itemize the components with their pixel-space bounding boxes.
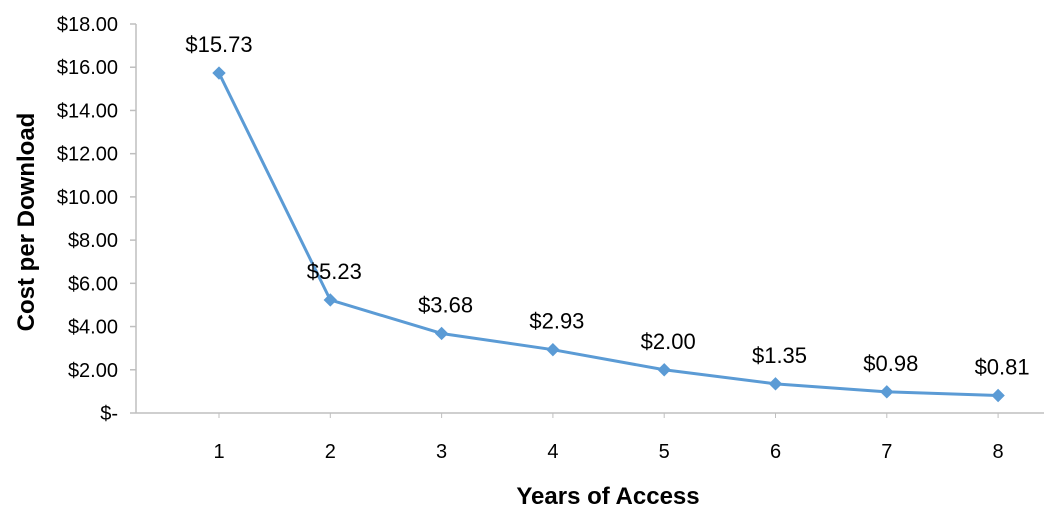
x-axis-title: Years of Access xyxy=(516,483,699,510)
data-label: $5.23 xyxy=(307,259,362,284)
data-point-marker xyxy=(657,363,671,377)
y-tick-label: $12.00 xyxy=(57,144,118,166)
x-tick-label: 1 xyxy=(213,441,224,463)
data-point-marker xyxy=(768,377,783,391)
axes xyxy=(135,24,1044,414)
x-tick-label: 6 xyxy=(770,441,781,463)
data-point-marker xyxy=(546,342,560,357)
y-axis-title: Cost per Download xyxy=(13,113,40,332)
data-point-marker xyxy=(880,385,894,399)
y-tick-label: $14.00 xyxy=(57,100,118,122)
x-tick-label: 4 xyxy=(547,441,558,463)
data-label: $2.00 xyxy=(641,329,696,354)
series-group xyxy=(212,66,1005,403)
x-tick-label: 3 xyxy=(436,441,447,463)
data-label: $0.81 xyxy=(975,354,1030,379)
y-tick-label: $18.00 xyxy=(57,14,118,36)
x-tick-label: 5 xyxy=(659,441,670,463)
data-label: $0.98 xyxy=(863,351,918,376)
x-tick-label: 2 xyxy=(325,441,336,463)
series-line xyxy=(217,71,1000,397)
y-tick-label: $10.00 xyxy=(57,187,118,209)
data-point-marker xyxy=(991,388,1005,403)
data-label: $15.73 xyxy=(185,32,252,57)
data-labels: $15.73 $5.23 $3.68 $2.93 $2.00 $1.35 $0.98 $0.8… xyxy=(185,32,1029,379)
y-tick-label: $16.00 xyxy=(57,57,118,79)
data-label: $2.93 xyxy=(529,309,584,334)
x-tick-label: 7 xyxy=(881,441,892,463)
y-tick-label: $4.00 xyxy=(68,317,118,339)
y-tick-label: $8.00 xyxy=(68,230,118,252)
data-point-marker xyxy=(323,293,338,307)
x-axis-ticks: 1 2 3 4 5 6 7 8 xyxy=(213,413,1004,463)
data-label: $3.68 xyxy=(418,292,473,317)
x-tick-label: 8 xyxy=(993,441,1004,463)
data-label: $1.35 xyxy=(752,343,807,368)
y-axis-ticks: $- $2.00 $4.00 $6.00 $8.00 $10.00 $12.00 $14.00… xyxy=(57,14,136,425)
y-tick-label: $6.00 xyxy=(68,273,118,295)
data-point-marker xyxy=(212,66,226,80)
y-tick-label: $- xyxy=(100,403,118,425)
y-tick-label: $2.00 xyxy=(68,360,118,382)
data-point-marker xyxy=(434,326,449,341)
